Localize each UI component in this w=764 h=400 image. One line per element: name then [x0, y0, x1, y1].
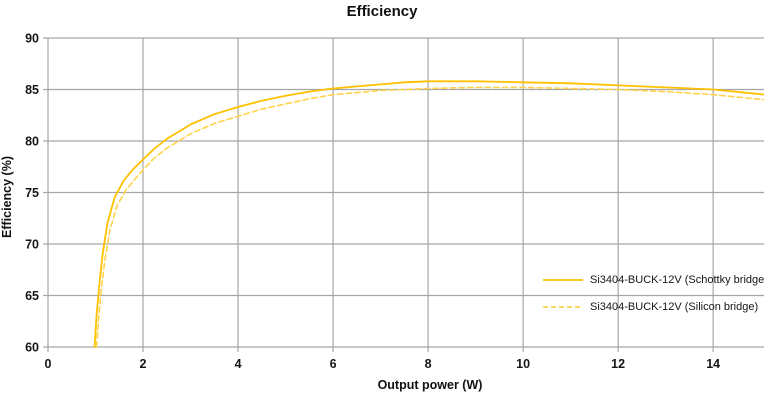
y-tick-label: 65: [25, 289, 39, 303]
y-axis-title: Efficiency (%): [0, 156, 14, 238]
y-tick-label: 80: [25, 135, 39, 149]
legend-line-dashed-icon: [543, 306, 583, 308]
legend-label: Si3404-BUCK-12V (Silicon bridge): [590, 301, 759, 313]
legend-item: Si3404-BUCK-12V (Silicon bridge): [543, 298, 764, 316]
x-axis-title: Output power (W): [377, 378, 483, 392]
chart-title: Efficiency: [346, 3, 418, 20]
x-tick-label: 4: [235, 357, 242, 371]
legend-label: Si3404-BUCK-12V (Schottky bridge): [590, 274, 764, 286]
y-tick-label: 85: [25, 83, 39, 97]
legend-line-solid-icon: [543, 279, 583, 281]
legend-item: Si3404-BUCK-12V (Schottky bridge): [543, 271, 764, 289]
y-tick-label: 60: [25, 341, 39, 355]
x-tick-label: 10: [516, 357, 530, 371]
y-tick-label: 70: [25, 238, 39, 252]
x-tick-label: 2: [140, 357, 147, 371]
y-tick-label: 75: [25, 186, 39, 200]
series-line-silicon: [95, 86, 764, 348]
x-tick-label: 6: [330, 357, 337, 371]
x-tick-label: 14: [706, 357, 720, 371]
legend: Si3404-BUCK-12V (Schottky bridge) Si3404-…: [543, 271, 764, 325]
x-tick-label: 12: [611, 357, 625, 371]
x-tick-label: 0: [45, 357, 52, 371]
x-tick-label: 8: [425, 357, 432, 371]
y-tick-label: 90: [25, 32, 39, 46]
series-line-schottky: [93, 80, 764, 348]
